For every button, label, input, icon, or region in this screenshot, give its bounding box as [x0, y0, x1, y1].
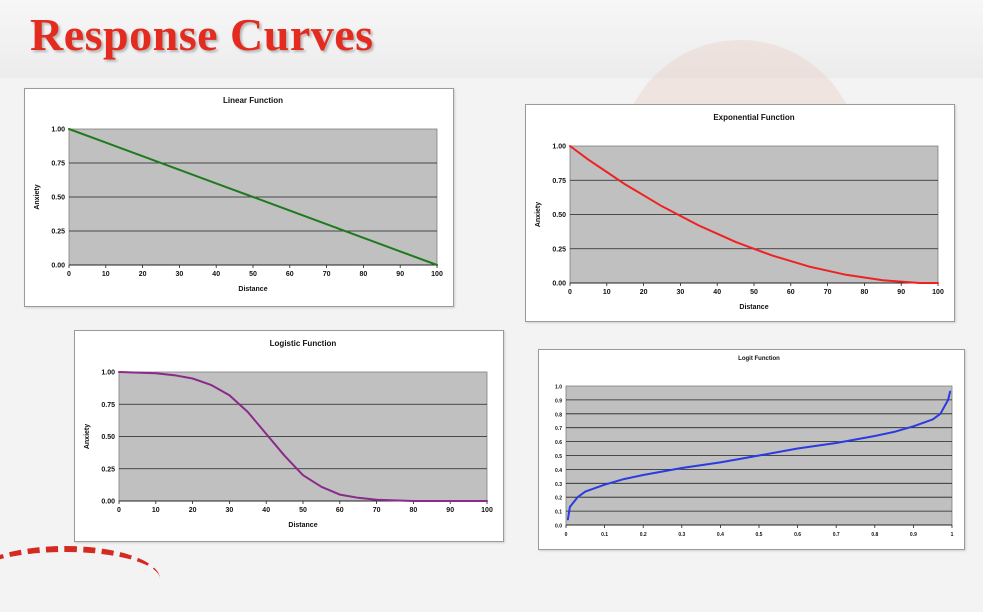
x-tick-label: 80: [861, 289, 869, 296]
y-tick-label: 0.4: [555, 468, 562, 474]
x-tick-label: 0: [117, 507, 121, 514]
y-tick-label: 0.9: [555, 398, 562, 404]
y-tick-label: 0.75: [101, 402, 115, 409]
y-tick-label: 0.0: [555, 524, 562, 530]
chart-title: Linear Function: [223, 96, 283, 105]
x-tick-label: 70: [373, 507, 381, 514]
y-tick-label: 0.75: [552, 178, 566, 185]
y-tick-label: 0.5: [555, 454, 562, 460]
x-tick-label: 20: [139, 271, 147, 278]
x-tick-label: 70: [824, 289, 832, 296]
y-tick-label: 0.2: [555, 496, 562, 502]
series-line: [566, 390, 952, 521]
x-tick-label: 90: [897, 289, 905, 296]
x-tick-label: 80: [410, 507, 418, 514]
y-tick-label: 0.1: [555, 510, 562, 516]
y-tick-label: 0.50: [51, 195, 65, 202]
y-tick-label: 0.3: [555, 482, 562, 488]
y-axis-label: Anxiety: [84, 424, 91, 449]
slide-title: Response Curves: [30, 9, 374, 60]
x-tick-label: 40: [212, 271, 220, 278]
x-tick-label: 30: [226, 507, 234, 514]
x-tick-label: 10: [152, 507, 160, 514]
x-tick-label: 0.9: [910, 532, 917, 538]
x-tick-label: 90: [446, 507, 454, 514]
x-tick-label: 0.6: [794, 532, 801, 538]
x-tick-label: 10: [102, 271, 110, 278]
y-tick-label: 0.6: [555, 440, 562, 446]
y-tick-label: 0.25: [51, 229, 65, 236]
chart-logit: Logit Function 0.0 0.1 0.2 0.3 0.4 0.5 0.6 0.7 0.…: [555, 356, 954, 538]
y-tick-label: 0.50: [101, 434, 115, 441]
x-tick-label: 0.5: [756, 532, 763, 538]
y-tick-label: 1.00: [51, 127, 65, 134]
chart-title: Exponential Function: [713, 113, 794, 122]
chart-title: Logistic Function: [270, 339, 337, 348]
x-tick-label: 20: [189, 507, 197, 514]
y-tick-label: 0.00: [51, 263, 65, 270]
x-tick-label: 0: [67, 271, 71, 278]
x-tick-label: 30: [677, 289, 685, 296]
x-tick-label: 40: [262, 507, 270, 514]
x-tick-label: 0: [565, 532, 568, 538]
x-tick-label: 100: [481, 507, 493, 514]
x-tick-label: 60: [336, 507, 344, 514]
y-tick-label: 0.25: [101, 466, 115, 473]
y-tick-label: 0.50: [552, 212, 566, 219]
chart-panel-exponential: Exponential Function 0.00 0.25 0.50 0.75 1.00…: [525, 104, 955, 322]
x-tick-label: 60: [286, 271, 294, 278]
chart-title: Logit Function: [738, 356, 780, 362]
y-axis-label: Anxiety: [535, 202, 542, 227]
series-line: [118, 371, 488, 502]
x-tick-label: 0.8: [871, 532, 878, 538]
y-tick-label: 0.00: [552, 281, 566, 288]
chart-panel-linear: Linear Function 0.00 0.25 0.50 0.75 1.00 0 10 20…: [24, 88, 454, 307]
chart-logistic: Logistic Function 0.00 0.25 0.50 0.75 1.00 0 10…: [84, 339, 493, 529]
x-tick-label: 80: [360, 271, 368, 278]
x-tick-label: 100: [431, 271, 443, 278]
x-axis-label: Distance: [739, 304, 768, 311]
y-tick-label: 0.00: [101, 499, 115, 506]
x-tick-label: 50: [299, 507, 307, 514]
x-tick-label: 50: [750, 289, 758, 296]
y-tick-label: 0.8: [555, 412, 562, 418]
x-tick-label: 1: [951, 532, 954, 538]
x-tick-label: 40: [713, 289, 721, 296]
x-axis-label: Distance: [288, 522, 317, 529]
title-banner: [0, 0, 983, 78]
series-line: [68, 128, 438, 266]
x-tick-label: 0.7: [833, 532, 840, 538]
chart-exponential: Exponential Function 0.00 0.25 0.50 0.75 1.00…: [535, 113, 944, 311]
x-tick-label: 100: [932, 289, 944, 296]
x-tick-label: 0.1: [601, 532, 608, 538]
x-tick-label: 90: [396, 271, 404, 278]
x-tick-label: 0.3: [678, 532, 685, 538]
x-tick-label: 20: [640, 289, 648, 296]
y-tick-label: 1.00: [552, 144, 566, 151]
x-tick-label: 10: [603, 289, 611, 296]
chart-panel-logit: Logit Function 0.0 0.1 0.2 0.3 0.4 0.5 0.6 0.7 0.…: [538, 349, 965, 550]
x-tick-label: 50: [249, 271, 257, 278]
y-tick-label: 0.25: [552, 246, 566, 253]
x-tick-label: 60: [787, 289, 795, 296]
x-tick-label: 30: [176, 271, 184, 278]
y-tick-label: 0.75: [51, 161, 65, 168]
y-tick-label: 1.00: [101, 370, 115, 377]
x-tick-label: 0.4: [717, 532, 724, 538]
x-tick-label: 0.2: [640, 532, 647, 538]
chart-panel-logistic: Logistic Function 0.00 0.25 0.50 0.75 1.00 0 10…: [74, 330, 504, 542]
x-tick-label: 0: [568, 289, 572, 296]
y-tick-label: 1.0: [555, 385, 562, 391]
corner-decoration: [0, 546, 160, 612]
chart-linear: Linear Function 0.00 0.25 0.50 0.75 1.00 0 10 20…: [34, 96, 443, 293]
y-tick-label: 0.7: [555, 426, 562, 432]
x-tick-label: 70: [323, 271, 331, 278]
series-line: [569, 145, 939, 284]
y-axis-label: Anxiety: [34, 184, 41, 209]
x-axis-label: Distance: [238, 286, 267, 293]
